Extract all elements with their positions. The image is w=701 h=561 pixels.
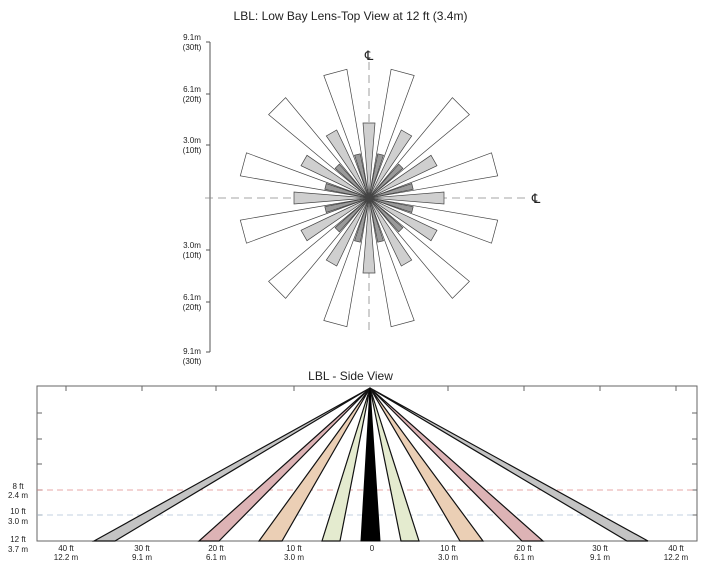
middle-beam — [293, 191, 370, 205]
outer-beam — [239, 152, 370, 199]
top-scale-label-m: 3.0m — [183, 241, 201, 250]
side-beam-middle-right — [369, 387, 485, 542]
top-scale-label-ft: (30ft) — [183, 43, 202, 52]
middle-beam — [368, 154, 438, 199]
middle-beam — [325, 197, 370, 267]
side-beam-outer-right — [369, 387, 545, 542]
distance-label-ft: 10 ft — [440, 544, 456, 553]
side-beam-outermost-right — [369, 387, 649, 542]
side-beam-outer-left — [197, 387, 371, 542]
side-beam-center — [360, 387, 381, 542]
inner-beam — [334, 197, 370, 233]
distance-label-m: 3.0 m — [438, 553, 458, 561]
distance-label-ft: 40 ft — [668, 544, 684, 553]
middle-beam — [300, 197, 370, 242]
distance-label-m: 6.1 m — [206, 553, 226, 561]
inner-beam — [324, 183, 370, 199]
middle-beam — [362, 197, 376, 274]
inner-beam — [334, 163, 370, 199]
distance-label-ft: 40 ft — [58, 544, 74, 553]
height-label-12ft-m: 3.7 m — [8, 545, 28, 554]
top-scale-label-m: 6.1m — [183, 293, 201, 302]
inner-beam — [324, 197, 370, 213]
top-scale-labels: 9.1m(30ft)6.1m(20ft)3.0m(10ft)3.0m(10ft)… — [183, 33, 202, 366]
side-beams — [91, 387, 649, 542]
inner-beam — [368, 197, 404, 233]
distance-label-m: 9.1 m — [590, 553, 610, 561]
side-view: 8 ft 2.4 m 10 ft 3.0 m 12 ft 3.7 m 40 ft… — [8, 385, 698, 561]
distance-label-ft: 20 ft — [516, 544, 532, 553]
middle-beam — [325, 129, 370, 199]
distance-label-m: 6.1 m — [514, 553, 534, 561]
centerline-symbol-top: ℄ — [364, 48, 374, 63]
side-view-title: LBL - Side View — [308, 369, 393, 383]
height-label-10ft-m: 3.0 m — [8, 517, 28, 526]
height-label-12ft: 12 ft — [10, 535, 26, 544]
top-scale-label-ft: (10ft) — [183, 146, 202, 155]
outer-beam — [368, 68, 415, 199]
outer-beam — [368, 152, 499, 199]
middle-beam — [362, 122, 376, 199]
side-beam-middle-left — [257, 387, 371, 542]
top-view-title: LBL: Low Bay Lens-Top View at 12 ft (3.4… — [233, 9, 468, 23]
inner-beam — [368, 153, 384, 199]
distance-label-ft: 0 — [370, 544, 375, 553]
side-beam-inner-left — [321, 387, 371, 542]
side-beam-outermost-left — [91, 387, 371, 542]
outer-beam — [323, 197, 370, 328]
side-beam-inner-right — [369, 387, 420, 542]
distance-label-ft: 20 ft — [208, 544, 224, 553]
inner-beam — [368, 163, 404, 199]
top-scale-label-m: 9.1m — [183, 33, 201, 42]
distance-label-m: 3.0 m — [284, 553, 304, 561]
top-scale-label-m: 3.0m — [183, 136, 201, 145]
top-scale-label-m: 9.1m — [183, 347, 201, 356]
distance-label-ft: 30 ft — [134, 544, 150, 553]
middle-beam — [368, 129, 413, 199]
outer-beam-pattern — [239, 68, 499, 328]
centerline-symbol-right: ℄ — [531, 191, 541, 206]
outer-beam — [323, 68, 370, 199]
distance-label-m: 12.2 m — [54, 553, 79, 561]
outer-beam — [368, 197, 415, 328]
outer-beam — [239, 197, 370, 244]
height-label-10ft: 10 ft — [10, 507, 26, 516]
middle-beam — [368, 197, 438, 242]
inner-beam — [368, 197, 384, 243]
distance-label-ft: 30 ft — [592, 544, 608, 553]
height-label-8ft: 8 ft — [12, 482, 24, 491]
top-scale-label-ft: (10ft) — [183, 251, 202, 260]
height-label-8ft-m: 2.4 m — [8, 491, 28, 500]
inner-beam-pattern — [324, 153, 414, 243]
distance-label-ft: 10 ft — [286, 544, 302, 553]
top-scale-label-ft: (20ft) — [183, 303, 202, 312]
inner-beam — [368, 183, 414, 199]
distance-label-m: 9.1 m — [132, 553, 152, 561]
top-scale-label-ft: (20ft) — [183, 95, 202, 104]
middle-beam-pattern — [293, 122, 445, 274]
top-scale-label-m: 6.1m — [183, 85, 201, 94]
inner-beam — [368, 197, 414, 213]
distance-label-m: 12.2 m — [664, 553, 689, 561]
top-view: 9.1m(30ft)6.1m(20ft)3.0m(10ft)3.0m(10ft)… — [183, 33, 541, 366]
inner-beam — [354, 197, 370, 243]
top-scale-label-ft: (30ft) — [183, 357, 202, 366]
middle-beam — [300, 154, 370, 199]
outer-beam — [368, 197, 499, 244]
middle-beam — [368, 197, 413, 267]
inner-beam — [354, 153, 370, 199]
top-scale-ticks — [206, 41, 210, 353]
middle-beam — [368, 191, 445, 205]
